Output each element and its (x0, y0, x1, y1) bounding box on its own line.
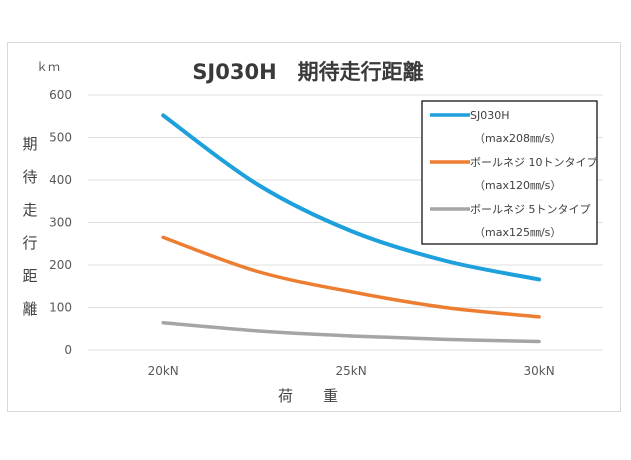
y-axis-label-char: 離 (22, 300, 37, 318)
legend-series-note: （max208㎜/s） (474, 132, 561, 145)
legend: SJ030H （max208㎜/s） ボールネジ 10トンタイプ （max120㎜/s… (421, 100, 598, 245)
y-axis-label-char: 期 (22, 135, 37, 153)
legend-series-note: （max125㎜/s） (474, 226, 561, 239)
x-tick-label: 25kN (336, 364, 367, 378)
y-axis-label-char: 待 (22, 168, 37, 186)
series-line-1 (161, 113, 542, 282)
legend-series-note: （max120㎜/s） (474, 179, 561, 192)
x-axis-label: 荷 重 (278, 387, 338, 405)
legend-box (421, 100, 598, 245)
series-line-3 (161, 321, 541, 344)
y-axis-ticks: 0 100 200 300 400 500 600 (49, 88, 72, 357)
y-tick-label: 0 (64, 343, 72, 357)
y-tick-label: 100 (49, 301, 72, 315)
chart-title: SJ030H 期待走行距離 (192, 60, 423, 84)
y-tick-label: 300 (49, 216, 72, 230)
y-tick-label: 500 (49, 131, 72, 145)
y-tick-label: 600 (49, 88, 72, 102)
x-tick-label: 30kN (523, 364, 554, 378)
y-axis-label-char: 行 (22, 234, 37, 252)
x-tick-label: 20kN (148, 364, 179, 378)
y-axis-label: 期待走行距離 (22, 135, 37, 318)
y-unit-label: ｋｍ (36, 60, 60, 74)
series-line-2 (161, 235, 541, 319)
chart-frame: SJ030H 期待走行距離 ｋｍ 0 100 200 300 400 500 600 20k… (7, 42, 621, 412)
gridlines (88, 94, 603, 351)
line-chart: SJ030H 期待走行距離 ｋｍ 0 100 200 300 400 500 600 20k… (22, 60, 603, 405)
y-tick-label: 200 (49, 258, 72, 272)
x-axis-ticks: 20kN 25kN 30kN (148, 364, 555, 378)
legend-series-name: SJ030H (470, 109, 510, 122)
series-lines (161, 113, 542, 344)
y-tick-label: 400 (49, 173, 72, 187)
y-axis-label-char: 距 (22, 267, 37, 285)
y-axis-label-char: 走 (22, 201, 37, 219)
legend-series-name: ボールネジ 5トンタイプ (470, 203, 591, 216)
legend-series-name: ボールネジ 10トンタイプ (470, 156, 598, 169)
